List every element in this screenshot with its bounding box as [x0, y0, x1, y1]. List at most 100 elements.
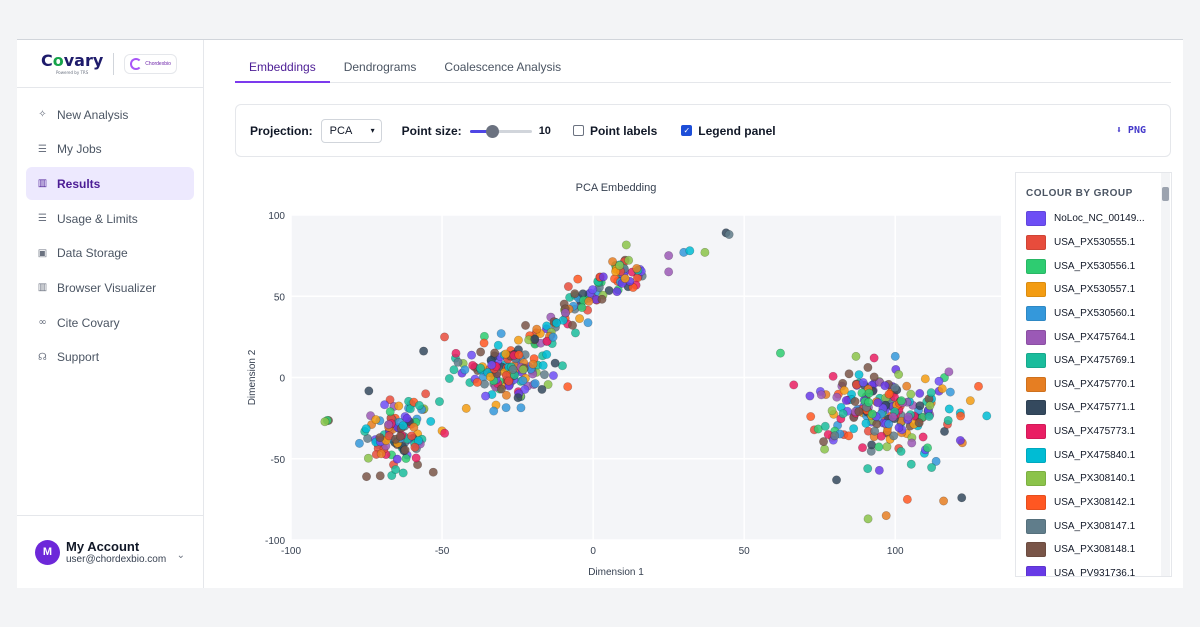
- data-point[interactable]: [841, 395, 851, 405]
- data-point[interactable]: [894, 423, 904, 433]
- data-point[interactable]: [700, 247, 710, 257]
- data-point[interactable]: [907, 438, 917, 448]
- data-point[interactable]: [838, 409, 848, 419]
- data-point[interactable]: [880, 381, 890, 391]
- data-point[interactable]: [361, 424, 371, 434]
- data-point[interactable]: [496, 329, 506, 339]
- data-point[interactable]: [869, 372, 879, 382]
- data-point[interactable]: [362, 472, 372, 482]
- data-point[interactable]: [530, 379, 540, 389]
- data-point[interactable]: [493, 340, 503, 350]
- data-point[interactable]: [552, 318, 562, 328]
- download-png-button[interactable]: ⬇ PNG: [1115, 125, 1146, 136]
- data-point[interactable]: [620, 274, 630, 284]
- account-menu[interactable]: M My Account user@chordexbio.com ⌄: [17, 515, 203, 588]
- data-point[interactable]: [864, 388, 874, 398]
- data-point[interactable]: [851, 351, 861, 361]
- data-point[interactable]: [453, 357, 463, 367]
- data-point[interactable]: [927, 463, 937, 473]
- data-point[interactable]: [789, 380, 799, 390]
- data-point[interactable]: [513, 393, 523, 403]
- data-point[interactable]: [724, 229, 734, 239]
- data-point[interactable]: [906, 459, 916, 469]
- legend-item[interactable]: USA_PX308148.1: [1016, 538, 1171, 562]
- data-point[interactable]: [956, 411, 966, 421]
- data-point[interactable]: [863, 514, 873, 524]
- data-point[interactable]: [467, 350, 477, 360]
- data-point[interactable]: [805, 391, 815, 401]
- data-point[interactable]: [820, 421, 830, 431]
- data-point[interactable]: [407, 431, 417, 441]
- legend-item[interactable]: USA_PV931736.1: [1016, 562, 1171, 576]
- data-point[interactable]: [832, 475, 842, 485]
- legend-item[interactable]: USA_PX308142.1: [1016, 491, 1171, 515]
- data-point[interactable]: [611, 267, 621, 277]
- sidebar-item-my-jobs[interactable]: ☰ My Jobs: [26, 133, 194, 166]
- data-point[interactable]: [394, 401, 404, 411]
- data-point[interactable]: [863, 464, 873, 474]
- data-point[interactable]: [832, 392, 842, 402]
- data-point[interactable]: [685, 246, 695, 256]
- data-point[interactable]: [481, 391, 491, 401]
- sidebar-item-usage-limits[interactable]: ☰ Usage & Limits: [26, 202, 194, 235]
- data-point[interactable]: [830, 431, 840, 441]
- data-point[interactable]: [597, 294, 607, 304]
- sidebar-item-browser-visualizer[interactable]: ▥ Browser Visualizer: [26, 271, 194, 304]
- data-point[interactable]: [965, 396, 975, 406]
- data-point[interactable]: [902, 381, 912, 391]
- data-point[interactable]: [876, 431, 886, 441]
- data-point[interactable]: [874, 442, 884, 452]
- data-point[interactable]: [542, 349, 552, 359]
- covary-logo[interactable]: Covary Powered by TRS: [41, 52, 103, 75]
- data-point[interactable]: [440, 428, 450, 438]
- data-point[interactable]: [896, 396, 906, 406]
- data-point[interactable]: [888, 412, 898, 422]
- legend-scrollbar-track[interactable]: [1161, 173, 1170, 576]
- data-point[interactable]: [827, 406, 837, 416]
- legend-item[interactable]: USA_PX475770.1: [1016, 372, 1171, 396]
- legend-item[interactable]: NoLoc_NC_00149...: [1016, 207, 1171, 231]
- data-point[interactable]: [461, 403, 471, 413]
- data-point[interactable]: [608, 257, 618, 267]
- data-point[interactable]: [409, 422, 419, 432]
- data-point[interactable]: [528, 359, 538, 369]
- data-point[interactable]: [428, 467, 438, 477]
- data-point[interactable]: [874, 465, 884, 475]
- legend-item[interactable]: USA_PX308140.1: [1016, 467, 1171, 491]
- data-point[interactable]: [570, 328, 580, 338]
- data-point[interactable]: [867, 409, 877, 419]
- legend-item[interactable]: USA_PX475769.1: [1016, 349, 1171, 373]
- data-point[interactable]: [944, 367, 954, 377]
- data-point[interactable]: [414, 400, 424, 410]
- data-point[interactable]: [563, 282, 573, 292]
- data-point[interactable]: [460, 365, 470, 375]
- data-point[interactable]: [550, 358, 560, 368]
- slider-thumb[interactable]: [486, 124, 499, 138]
- data-point[interactable]: [858, 443, 868, 453]
- data-point[interactable]: [884, 419, 894, 429]
- data-point[interactable]: [915, 401, 925, 411]
- data-point[interactable]: [934, 376, 944, 386]
- data-point[interactable]: [864, 397, 874, 407]
- data-point[interactable]: [405, 404, 415, 414]
- data-point[interactable]: [563, 382, 573, 392]
- tab-dendrograms[interactable]: Dendrograms: [343, 60, 417, 74]
- data-point[interactable]: [664, 251, 674, 261]
- data-point[interactable]: [584, 296, 594, 306]
- data-point[interactable]: [376, 449, 386, 459]
- projection-select[interactable]: PCA ▾: [320, 118, 382, 143]
- chevron-down-icon[interactable]: ⌄: [176, 550, 185, 561]
- point-labels-checkbox[interactable]: [572, 125, 584, 136]
- data-point[interactable]: [615, 261, 625, 271]
- data-point[interactable]: [532, 324, 542, 334]
- data-point[interactable]: [588, 285, 598, 295]
- data-point[interactable]: [896, 446, 906, 456]
- data-point[interactable]: [504, 376, 514, 386]
- data-point[interactable]: [889, 431, 899, 441]
- data-point[interactable]: [501, 403, 511, 413]
- data-point[interactable]: [915, 388, 925, 398]
- data-point[interactable]: [957, 493, 967, 503]
- data-point[interactable]: [955, 435, 965, 445]
- data-point[interactable]: [844, 431, 854, 441]
- data-point[interactable]: [903, 412, 913, 422]
